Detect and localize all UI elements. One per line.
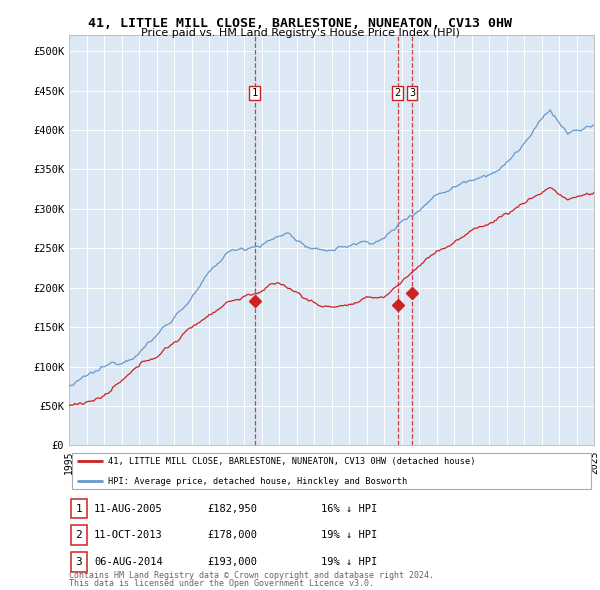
Text: £182,950: £182,950 (207, 504, 257, 513)
Text: 1: 1 (251, 88, 258, 98)
Text: 1: 1 (76, 504, 82, 513)
Text: HPI: Average price, detached house, Hinckley and Bosworth: HPI: Average price, detached house, Hinc… (109, 477, 407, 486)
Text: 06-AUG-2014: 06-AUG-2014 (94, 557, 163, 566)
Text: 2: 2 (76, 530, 82, 540)
Text: £193,000: £193,000 (207, 557, 257, 566)
Text: Contains HM Land Registry data © Crown copyright and database right 2024.: Contains HM Land Registry data © Crown c… (69, 571, 434, 580)
Text: 41, LITTLE MILL CLOSE, BARLESTONE, NUNEATON, CV13 0HW: 41, LITTLE MILL CLOSE, BARLESTONE, NUNEA… (88, 17, 512, 30)
FancyBboxPatch shape (71, 552, 87, 572)
Text: 41, LITTLE MILL CLOSE, BARLESTONE, NUNEATON, CV13 0HW (detached house): 41, LITTLE MILL CLOSE, BARLESTONE, NUNEA… (109, 457, 476, 466)
Text: 19% ↓ HPI: 19% ↓ HPI (321, 557, 377, 566)
Text: 19% ↓ HPI: 19% ↓ HPI (321, 530, 377, 540)
Text: 3: 3 (409, 88, 415, 98)
Text: 11-AUG-2005: 11-AUG-2005 (94, 504, 163, 513)
Text: 16% ↓ HPI: 16% ↓ HPI (321, 504, 377, 513)
Text: 3: 3 (76, 557, 82, 566)
Text: £178,000: £178,000 (207, 530, 257, 540)
FancyBboxPatch shape (71, 499, 87, 519)
Text: 2: 2 (395, 88, 401, 98)
Text: 11-OCT-2013: 11-OCT-2013 (94, 530, 163, 540)
FancyBboxPatch shape (71, 525, 87, 545)
Text: This data is licensed under the Open Government Licence v3.0.: This data is licensed under the Open Gov… (69, 579, 374, 588)
Text: Price paid vs. HM Land Registry's House Price Index (HPI): Price paid vs. HM Land Registry's House … (140, 28, 460, 38)
FancyBboxPatch shape (71, 453, 592, 490)
